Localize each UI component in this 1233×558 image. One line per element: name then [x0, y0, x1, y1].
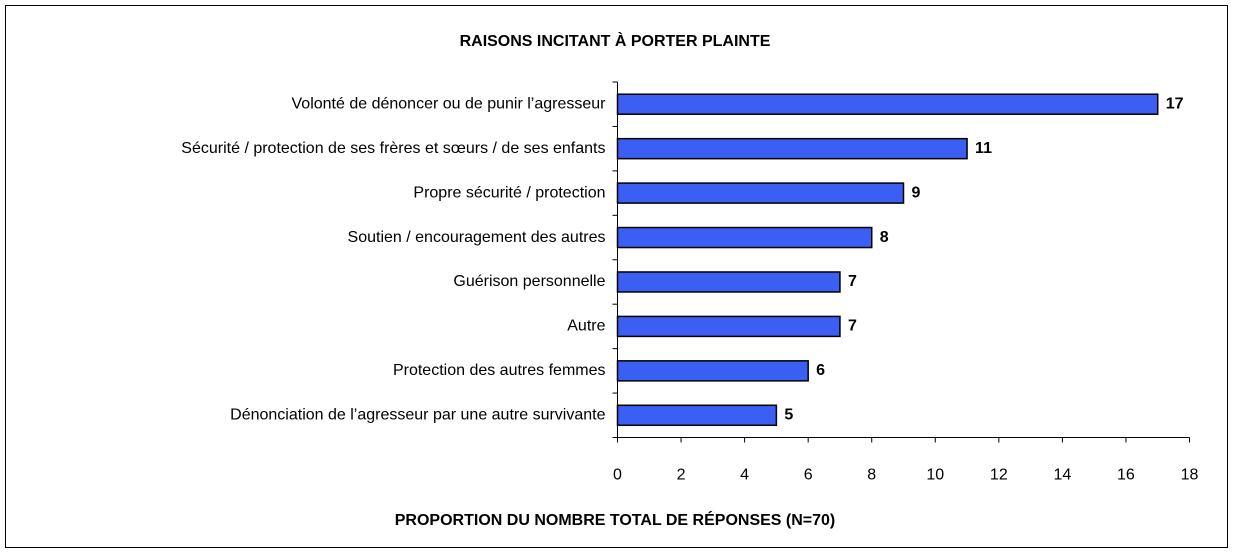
bar	[616, 404, 778, 427]
y-tick-label: Propre sécurité / protection	[413, 184, 605, 201]
bar	[616, 226, 873, 249]
data-label: 11	[975, 140, 992, 157]
data-label: 6	[816, 362, 825, 379]
bar	[616, 137, 968, 160]
x-tick-label: 18	[1181, 467, 1199, 484]
data-label: 7	[848, 318, 857, 335]
x-axis-label: PROPORTION DU NOMBRE TOTAL DE RÉPONSES (…	[395, 510, 836, 529]
x-tick-label: 2	[677, 467, 686, 484]
bar	[616, 182, 905, 204]
x-tick-label: 10	[926, 467, 944, 484]
x-tick-label: 8	[867, 467, 876, 484]
chart-title: RAISONS INCITANT À PORTER PLAINTE	[460, 31, 771, 50]
bar	[616, 93, 1159, 115]
data-label: 7	[848, 273, 857, 290]
y-tick-label: Autre	[567, 318, 605, 335]
bar	[616, 271, 841, 293]
y-tick-label: Guérison personnelle	[453, 273, 605, 290]
x-tick-label: 0	[613, 467, 622, 484]
data-label: 8	[880, 229, 889, 246]
bar	[616, 315, 841, 338]
x-tick-label: 14	[1053, 467, 1071, 484]
x-tick-label: 4	[740, 467, 749, 484]
bar	[616, 360, 809, 382]
y-tick-label: Dénonciation de l’agresseur par une autr…	[230, 407, 605, 424]
y-tick-label: Soutien / encouragement des autres	[348, 229, 606, 246]
data-label: 5	[784, 407, 793, 424]
x-tick-label: 12	[990, 467, 1008, 484]
y-tick-label: Volonté de dénoncer ou de punir l’agress…	[292, 95, 607, 112]
y-tick-label: Protection des autres femmes	[393, 362, 606, 379]
data-label: 17	[1166, 95, 1184, 112]
x-tick-label: 6	[804, 467, 813, 484]
y-tick-label: Sécurité / protection de ses frères et s…	[181, 140, 605, 157]
data-label: 9	[912, 184, 921, 201]
x-tick-label: 16	[1117, 467, 1135, 484]
